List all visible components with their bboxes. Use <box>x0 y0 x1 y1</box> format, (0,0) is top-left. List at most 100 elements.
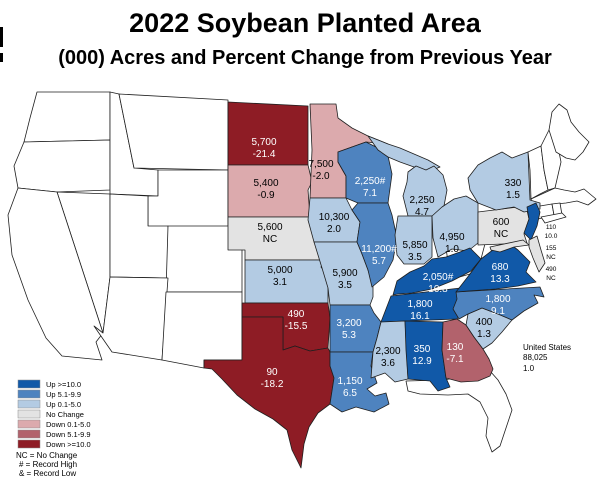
legend-label-down0: Down 0.1-5.0 <box>46 420 91 429</box>
state-texas <box>203 316 335 469</box>
label-missouri-pct: 3.5 <box>338 280 352 291</box>
state-delaware <box>528 235 546 273</box>
label-kansas-acres: 5,000 <box>267 265 292 276</box>
state-michigan <box>402 165 448 217</box>
legend-swatch-nochange <box>17 409 41 419</box>
label-north-dakota-acres: 5,700 <box>251 137 276 148</box>
legend-swatch-up10 <box>17 379 41 389</box>
label-south-dakota-pct: -0.9 <box>257 190 275 201</box>
legend-swatch-up0 <box>17 399 41 409</box>
label-north-carolina-acres: 1,800 <box>485 294 510 305</box>
label-delaware-pct: NC <box>546 254 556 261</box>
legend-label-up5: Up 5.1-9.9 <box>46 390 81 399</box>
legend-note-record-high: # = Record High <box>19 460 77 469</box>
state-north-carolina <box>452 286 545 321</box>
label-south-carolina-acres: 400 <box>476 317 493 328</box>
legend-swatch-down10 <box>17 439 41 449</box>
label-pennsylvania-pct: NC <box>494 229 508 240</box>
legend-swatch-up5 <box>17 389 41 399</box>
left-edge-artifact <box>0 53 3 62</box>
state-maine <box>548 103 590 161</box>
state-illinois <box>351 202 398 288</box>
label-ohio-acres: 4,950 <box>439 232 464 243</box>
label-texas-acres: 90 <box>266 367 278 378</box>
legend-label-up0: Up 0.1-5.0 <box>46 400 81 409</box>
state-new-jersey <box>523 202 541 241</box>
us-total-label: United States <box>523 343 571 352</box>
label-arkansas-pct: 5.3 <box>342 330 356 341</box>
label-texas-pct: -18.2 <box>261 379 284 390</box>
legend: Up >=10.0 Up 5.1-9.9 Up 0.1-5.0 No Chang… <box>16 379 91 478</box>
label-new-jersey-pct: 10.0 <box>545 233 558 240</box>
label-wisconsin-pct: 7.1 <box>363 188 377 199</box>
label-georgia-pct: -7.1 <box>446 354 464 365</box>
label-pennsylvania-acres: 600 <box>493 217 510 228</box>
label-virginia-pct: 13.3 <box>490 274 510 285</box>
label-nebraska-acres: 5,600 <box>257 222 282 233</box>
legend-label-nochange: No Change <box>46 410 84 419</box>
state-new-york <box>467 151 541 213</box>
label-michigan-acres: 2,250 <box>409 195 434 206</box>
label-new-york-pct: 1.5 <box>506 190 520 201</box>
page-subtitle: (000) Acres and Percent Change from Prev… <box>58 47 552 69</box>
label-north-dakota-pct: -21.4 <box>253 149 276 160</box>
legend-swatch-down0 <box>17 419 41 429</box>
label-alabama-acres: 350 <box>414 344 431 355</box>
us-total-acres: 88,025 <box>523 353 548 362</box>
state-new-mexico <box>161 291 243 369</box>
label-georgia-acres: 130 <box>447 342 464 353</box>
label-iowa-acres: 10,300 <box>319 212 350 223</box>
legend-label-down10: Down >=10.0 <box>46 440 91 449</box>
label-louisiana-acres: 1,150 <box>337 376 362 387</box>
long-island <box>540 212 567 224</box>
state-california <box>7 187 104 361</box>
label-virginia-acres: 680 <box>492 262 509 273</box>
label-wisconsin-acres: 2,250# <box>355 176 386 187</box>
state-oregon <box>13 139 111 193</box>
label-kentucky-acres: 2,050# <box>423 272 454 283</box>
state-arizona <box>93 276 169 361</box>
legend-label-down5: Down 5.1-9.9 <box>46 430 91 439</box>
label-maryland-acres: 490 <box>546 266 557 273</box>
left-edge-artifact <box>0 27 3 47</box>
legend-label-up10: Up >=10.0 <box>46 380 81 389</box>
label-minnesota-pct: -2.0 <box>312 171 330 182</box>
label-kentucky-pct: 10.8 <box>428 284 448 295</box>
label-iowa-pct: 2.0 <box>327 224 341 235</box>
label-missouri-acres: 5,900 <box>332 268 357 279</box>
label-new-york-acres: 330 <box>505 178 522 189</box>
state-wisconsin <box>337 141 393 204</box>
label-louisiana-pct: 6.5 <box>343 388 357 399</box>
label-delaware-acres: 155 <box>546 245 557 252</box>
label-ohio-pct: 1.0 <box>445 244 459 255</box>
label-illinois-pct: 5.7 <box>372 256 386 267</box>
legend-note-record-low: & = Record Low <box>19 469 76 478</box>
label-maryland-pct: NC <box>546 275 556 282</box>
label-mississippi-pct: 3.6 <box>381 358 395 369</box>
label-oklahoma-pct: -15.5 <box>285 321 308 332</box>
label-kansas-pct: 3.1 <box>273 277 287 288</box>
label-south-carolina-pct: 1.3 <box>477 329 491 340</box>
label-oklahoma-acres: 490 <box>288 309 305 320</box>
label-indiana-acres: 5,850 <box>402 240 427 251</box>
label-illinois-acres: 11,200# <box>361 244 397 255</box>
state-maryland <box>489 239 530 253</box>
state-kentucky <box>392 247 482 296</box>
label-tennessee-acres: 1,800 <box>407 299 432 310</box>
label-michigan-pct: 4.7 <box>415 207 429 218</box>
state-montana <box>118 93 229 171</box>
label-tennessee-pct: 16.1 <box>410 311 430 322</box>
page-title: 2022 Soybean Planted Area <box>129 8 481 38</box>
state-florida <box>405 370 513 453</box>
label-south-dakota-acres: 5,400 <box>253 178 278 189</box>
label-arkansas-acres: 3,200 <box>336 318 361 329</box>
state-washington <box>23 91 111 143</box>
state-wyoming <box>147 169 229 229</box>
us-total-pct: 1.0 <box>523 364 535 373</box>
label-new-jersey-acres: 110 <box>546 224 557 231</box>
label-north-carolina-pct: 9.1 <box>491 306 505 317</box>
label-indiana-pct: 3.5 <box>408 252 422 263</box>
legend-swatch-down5 <box>17 429 41 439</box>
